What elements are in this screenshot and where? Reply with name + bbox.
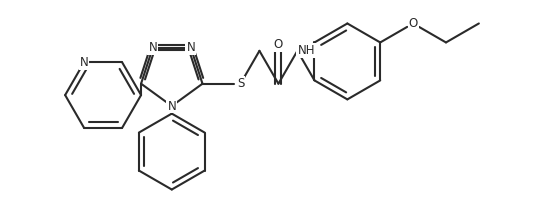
Text: N: N: [80, 56, 89, 69]
Text: S: S: [237, 77, 244, 90]
Text: N: N: [187, 41, 195, 54]
Text: O: O: [274, 38, 283, 51]
Text: N: N: [168, 99, 176, 112]
Text: N: N: [149, 41, 157, 54]
Text: NH: NH: [298, 44, 315, 57]
Text: O: O: [409, 17, 418, 30]
